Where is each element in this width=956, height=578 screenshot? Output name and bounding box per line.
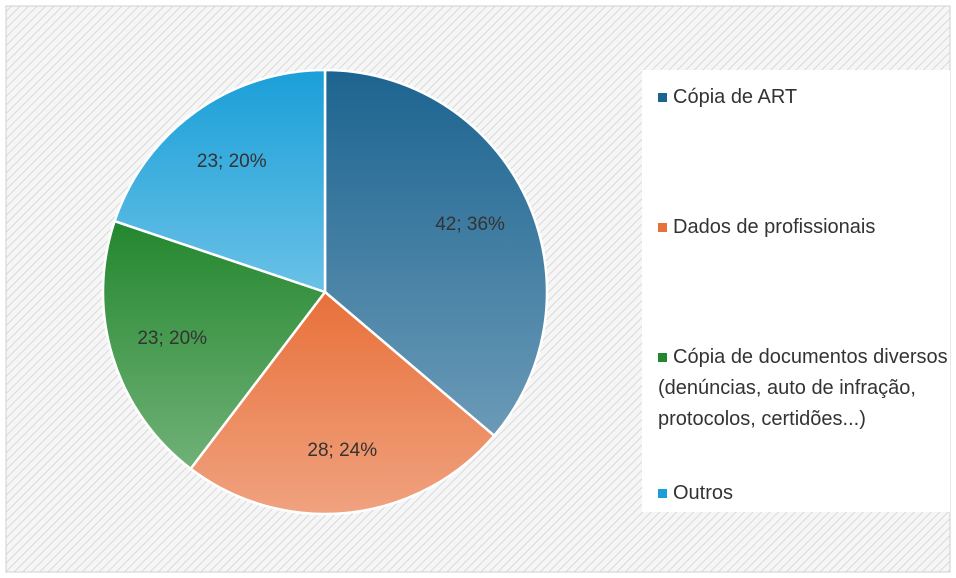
legend-swatch bbox=[658, 223, 667, 233]
legend-label: Cópia de ART bbox=[673, 86, 798, 108]
pie-slice bbox=[113, 68, 327, 294]
data-label: 23; 20% bbox=[197, 151, 267, 172]
legend-label: Outros bbox=[673, 482, 734, 504]
legend-swatch bbox=[658, 489, 667, 499]
legend-swatch bbox=[658, 93, 667, 103]
legend-item: Cópia de ART bbox=[658, 82, 948, 113]
legend-item: Outros bbox=[658, 478, 948, 509]
legend-item: Dados de profissionais bbox=[658, 212, 948, 243]
pie-slice bbox=[101, 219, 328, 471]
legend-item: Cópia de documentos diversos (denúncias,… bbox=[658, 342, 948, 435]
legend: Cópia de ART Dados de profissionais Cópia … bbox=[642, 70, 950, 512]
legend-label: Cópia de documentos diversos (denúncias,… bbox=[658, 346, 948, 430]
legend-swatch bbox=[658, 353, 667, 363]
pie-slice bbox=[188, 290, 496, 516]
pie-slice bbox=[323, 68, 549, 438]
data-label: 23; 20% bbox=[137, 328, 207, 349]
data-label: 42; 36% bbox=[435, 214, 505, 235]
data-label: 28; 24% bbox=[307, 440, 377, 461]
legend-label: Dados de profissionais bbox=[673, 216, 876, 238]
